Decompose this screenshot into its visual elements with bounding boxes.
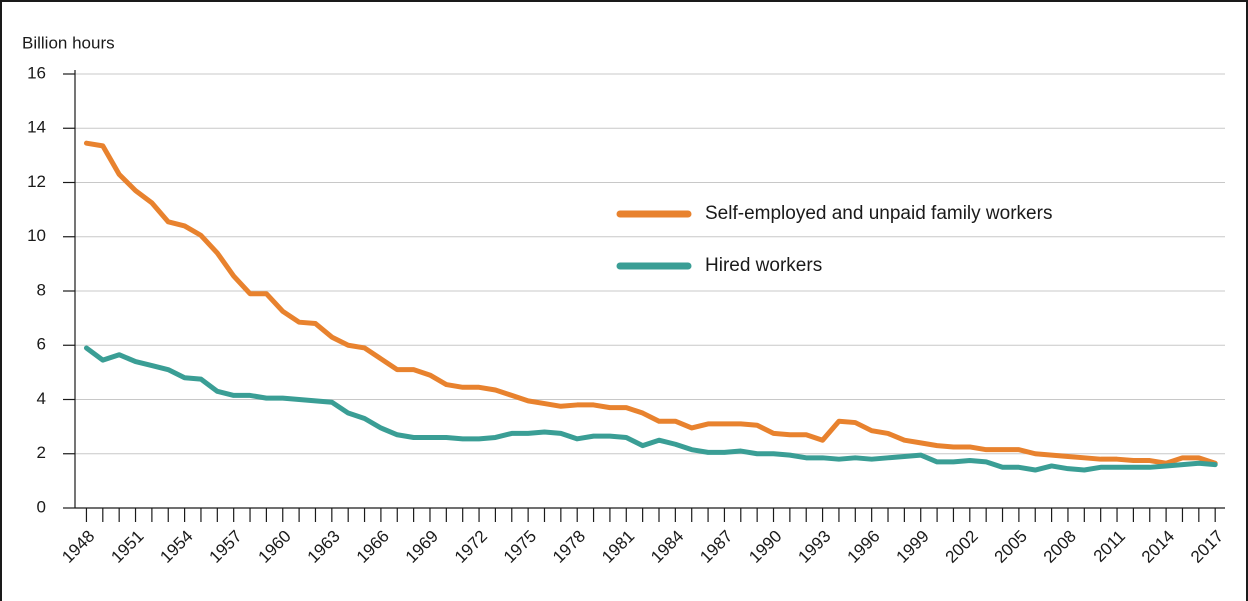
- x-tick-label: 1966: [353, 527, 393, 567]
- data-line: [83, 140, 1218, 466]
- x-tick-label: 1987: [696, 527, 736, 567]
- x-tick-label: 1972: [451, 527, 491, 567]
- x-tick-label: 1984: [647, 527, 687, 567]
- y-tick-label: 8: [37, 280, 46, 299]
- x-tick-label: 1948: [58, 527, 98, 567]
- x-tick-label: 1975: [500, 527, 540, 567]
- x-tick-label: 2002: [942, 527, 982, 567]
- x-tick-label: 1993: [794, 527, 834, 567]
- legend-label: Hired workers: [705, 255, 822, 276]
- x-tick-label: 2011: [1090, 527, 1129, 566]
- x-tick-label: 2005: [991, 527, 1031, 567]
- y-tick-label: 16: [27, 63, 46, 82]
- x-tick-label: 1978: [549, 527, 589, 567]
- x-tick-label: 1957: [205, 527, 245, 567]
- y-tick-label: 0: [37, 497, 46, 516]
- x-tick-label: 1996: [843, 527, 883, 567]
- legend-label: Self-employed and unpaid family workers: [705, 203, 1052, 224]
- x-tick-label: 1951: [107, 527, 147, 567]
- y-tick-label: 12: [27, 172, 46, 191]
- x-tick-label: 1963: [304, 527, 344, 567]
- y-tick-label: 14: [27, 118, 46, 137]
- y-tick-label: 6: [37, 335, 46, 354]
- x-tick-label: 2017: [1187, 527, 1227, 567]
- x-tick-label: 1990: [745, 527, 785, 567]
- data-line: [83, 345, 1218, 473]
- x-tick-label: 2014: [1138, 527, 1178, 567]
- x-tick-label: 1999: [893, 527, 933, 567]
- x-tick-label: 1981: [598, 527, 638, 567]
- x-tick-label: 1960: [255, 527, 295, 567]
- x-tick-label: 1954: [156, 527, 196, 567]
- x-tick-label: 2008: [1040, 527, 1080, 567]
- y-tick-label: 4: [37, 389, 46, 408]
- y-tick-label: 2: [37, 443, 46, 462]
- y-axis-label: Billion hours: [22, 33, 115, 52]
- x-tick-label: 1969: [402, 527, 442, 567]
- y-tick-label: 10: [27, 226, 46, 245]
